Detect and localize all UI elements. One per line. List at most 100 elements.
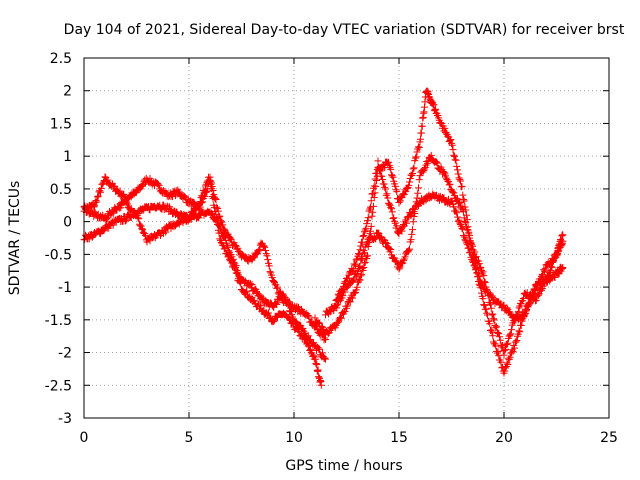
data-point-marker bbox=[451, 156, 459, 164]
data-point-marker bbox=[229, 255, 237, 263]
data-point-marker bbox=[454, 213, 461, 221]
data-point-marker bbox=[233, 267, 241, 275]
data-point-marker bbox=[337, 314, 345, 322]
data-point-marker bbox=[353, 283, 361, 291]
y-tick-label: -2.5 bbox=[45, 378, 72, 394]
data-point-marker bbox=[504, 339, 512, 347]
data-point-marker bbox=[304, 332, 312, 340]
data-point-marker bbox=[99, 180, 107, 188]
data-point-marker bbox=[490, 316, 498, 324]
data-point-marker bbox=[389, 173, 397, 181]
data-point-marker bbox=[406, 175, 414, 183]
data-point-marker bbox=[503, 304, 511, 312]
data-point-marker bbox=[388, 208, 396, 216]
data-point-marker bbox=[511, 317, 518, 325]
data-point-marker bbox=[448, 187, 456, 195]
data-point-marker bbox=[509, 348, 517, 356]
data-point-marker bbox=[304, 312, 312, 320]
data-point-marker bbox=[322, 335, 329, 343]
data-point-marker bbox=[480, 272, 488, 280]
data-point-marker bbox=[384, 194, 392, 202]
data-point-marker bbox=[293, 302, 301, 310]
data-point-marker bbox=[493, 323, 500, 331]
data-point-marker bbox=[344, 274, 352, 282]
data-point-marker bbox=[468, 256, 476, 264]
data-point-marker bbox=[502, 364, 509, 372]
data-point-marker bbox=[499, 342, 506, 350]
data-point-marker bbox=[408, 230, 416, 238]
data-point-marker bbox=[415, 144, 423, 152]
data-point-marker bbox=[264, 256, 272, 264]
data-point-marker bbox=[397, 197, 404, 205]
data-point-marker bbox=[201, 187, 209, 195]
data-point-marker bbox=[547, 267, 554, 275]
data-point-marker bbox=[104, 176, 112, 184]
data-point-marker bbox=[455, 174, 463, 182]
data-point-marker bbox=[213, 203, 221, 211]
data-point-marker bbox=[368, 212, 376, 220]
y-tick-label: 2.5 bbox=[50, 51, 72, 67]
data-point-marker bbox=[534, 281, 542, 289]
data-point-marker bbox=[314, 318, 322, 326]
data-point-marker bbox=[407, 236, 415, 244]
data-point-marker bbox=[492, 342, 500, 350]
data-point-marker bbox=[208, 210, 216, 218]
data-point-marker bbox=[417, 129, 425, 137]
data-point-marker bbox=[271, 316, 278, 324]
data-point-marker bbox=[180, 192, 188, 200]
data-point-marker bbox=[458, 202, 466, 210]
data-point-marker bbox=[465, 244, 473, 252]
data-point-marker bbox=[418, 122, 426, 130]
data-point-marker bbox=[454, 170, 462, 178]
data-point-marker bbox=[122, 199, 130, 207]
data-point-marker bbox=[367, 227, 374, 235]
data-point-marker bbox=[460, 208, 467, 216]
data-point-marker bbox=[138, 225, 146, 233]
y-tick-label: 0 bbox=[63, 215, 72, 231]
data-point-marker bbox=[91, 202, 98, 210]
data-point-marker bbox=[220, 225, 228, 233]
data-point-marker bbox=[388, 205, 395, 213]
data-point-marker bbox=[333, 320, 341, 328]
data-point-marker bbox=[447, 136, 455, 144]
data-point-marker bbox=[403, 185, 411, 193]
x-tick-label: 25 bbox=[600, 430, 618, 446]
data-point-marker bbox=[373, 177, 380, 185]
data-point-marker bbox=[94, 192, 102, 200]
data-point-marker bbox=[358, 271, 365, 279]
data-point-marker bbox=[493, 328, 501, 336]
data-point-marker bbox=[208, 179, 215, 187]
data-point-marker bbox=[97, 188, 104, 196]
data-point-marker bbox=[286, 307, 293, 315]
data-point-marker bbox=[369, 208, 377, 216]
data-point-marker bbox=[528, 295, 536, 303]
data-point-marker bbox=[387, 204, 395, 212]
data-point-marker bbox=[458, 224, 466, 232]
data-point-marker bbox=[450, 203, 458, 211]
grid-lines bbox=[84, 58, 609, 418]
data-point-marker bbox=[456, 198, 464, 206]
series-track-a bbox=[80, 173, 325, 389]
data-point-marker bbox=[462, 219, 470, 227]
data-point-marker bbox=[351, 260, 359, 268]
data-point-marker bbox=[94, 193, 101, 201]
data-point-marker bbox=[432, 105, 440, 113]
x-tick-label: 15 bbox=[390, 430, 408, 446]
series-track-f bbox=[332, 157, 567, 325]
data-point-marker bbox=[232, 262, 240, 270]
data-point-marker bbox=[231, 241, 239, 249]
x-tick-label: 0 bbox=[80, 430, 89, 446]
data-point-marker bbox=[460, 214, 468, 222]
data-point-marker bbox=[359, 232, 367, 240]
data-point-marker bbox=[482, 305, 490, 313]
data-point-marker bbox=[433, 159, 441, 167]
data-point-marker bbox=[439, 194, 447, 202]
data-point-marker bbox=[464, 226, 472, 234]
data-point-marker bbox=[551, 274, 559, 282]
data-point-marker bbox=[507, 330, 515, 338]
data-point-marker bbox=[445, 181, 453, 189]
data-point-marker bbox=[535, 291, 542, 299]
data-point-marker bbox=[451, 152, 458, 160]
data-point-marker bbox=[409, 165, 417, 173]
data-point-marker bbox=[265, 262, 273, 270]
